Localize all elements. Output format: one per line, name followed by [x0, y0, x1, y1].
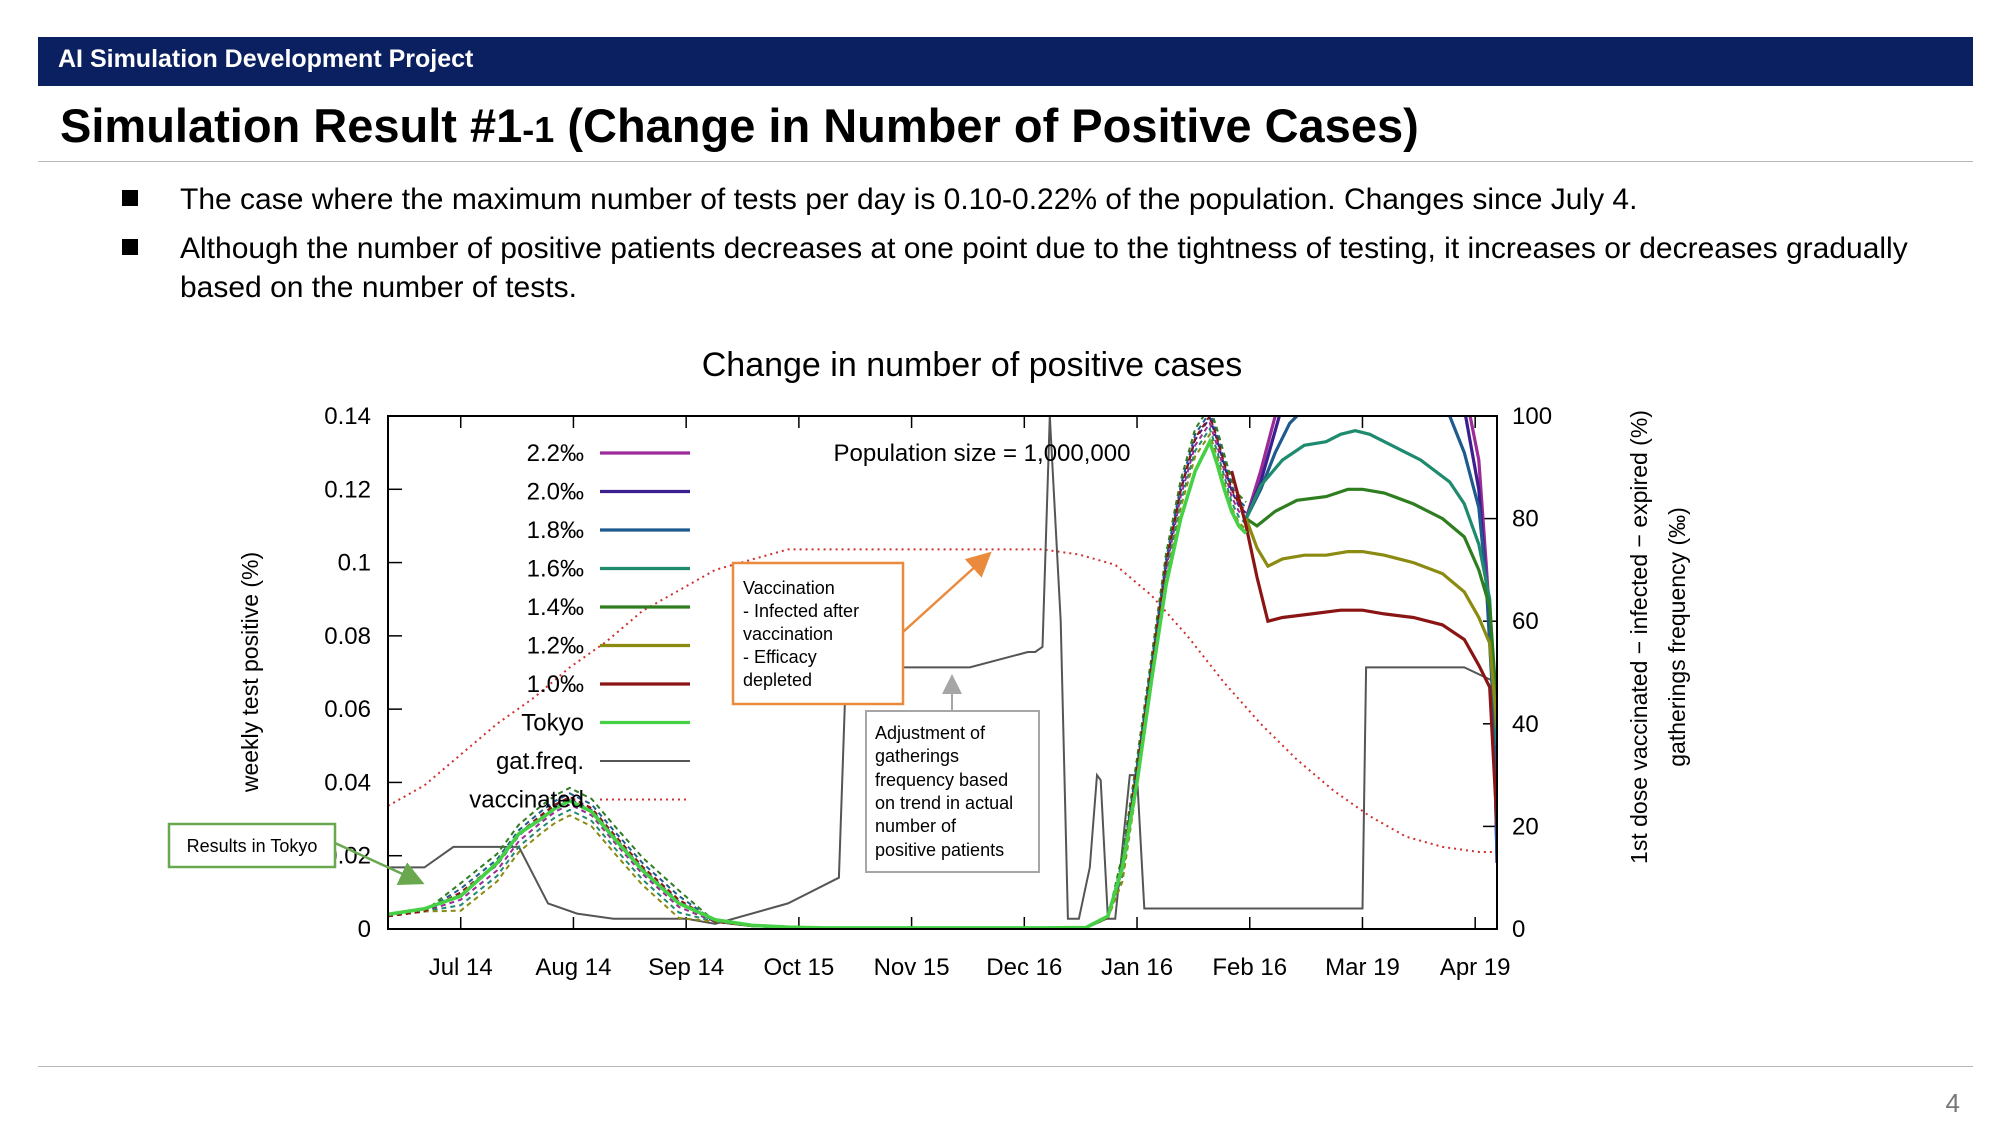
chart-title: Change in number of positive cases — [702, 346, 1243, 384]
y2-tick-label: 100 — [1512, 403, 1552, 430]
vaccination-annotation-box — [731, 561, 905, 706]
slide-title: Simulation Result #1-1 (Change in Number… — [60, 98, 1419, 153]
gatherings-line: positive patients — [875, 840, 1004, 860]
y2-tick-label: 0 — [1512, 916, 1525, 943]
bullet-list: The case where the maximum number of tes… — [118, 180, 1918, 317]
vaccination-line: Vaccination — [743, 578, 835, 598]
y-tick-label: 0.04 — [324, 769, 371, 796]
x-tick-label: Apr 19 — [1440, 954, 1511, 981]
legend-label: 1.4‰ — [527, 594, 584, 621]
bullet-item: Although the number of positive patients… — [118, 229, 1918, 307]
y2-tick-label: 40 — [1512, 711, 1539, 738]
bullet-text: The case where the maximum number of tes… — [180, 183, 1638, 216]
y2-tick-label: 80 — [1512, 506, 1539, 533]
legend-label: 2.0‰ — [527, 479, 584, 506]
legend-label: 1.6‰ — [527, 556, 584, 583]
series-line-1-6 — [1244, 429, 1497, 746]
gatherings-annotation-text: Adjustment of gatherings frequency based… — [875, 723, 1018, 860]
legend-label: 1.2‰ — [527, 633, 584, 660]
x-tick-label: Dec 16 — [986, 954, 1062, 981]
square-bullet-icon — [122, 239, 138, 255]
legend-label: 1.8‰ — [527, 517, 584, 544]
vaccination-annotation-text: Vaccination - Infected after vaccination… — [743, 578, 864, 690]
y-tick-label: 0.12 — [324, 476, 371, 503]
y-axis-label: weekly test positive (%) — [237, 552, 263, 793]
y-tick-label: 0.1 — [338, 550, 371, 577]
y2-axis-label-2: gatherings frequency (‰) — [1664, 507, 1690, 767]
series-line-2-2 — [1244, 416, 1277, 520]
y2-axis-label: 1st dose vaccinated − infected − expired… — [1626, 410, 1652, 864]
axis-ticks-layer: Jul 14 Aug 14 Sep 14 Oct 15 Nov 15 Dec 16 Jan … — [324, 403, 1552, 981]
tokyo-annotation-text: Results in Tokyo — [187, 836, 318, 856]
legend-label: gat.freq. — [496, 748, 584, 775]
x-tick-label: Jul 14 — [429, 954, 493, 981]
tokyo-annotation-box — [167, 822, 337, 869]
y-tick-label: 0.14 — [324, 403, 371, 430]
x-tick-label: Sep 14 — [648, 954, 724, 981]
vaccination-line: vaccination — [743, 624, 833, 644]
legend-label: 1.0‰ — [527, 671, 584, 698]
vaccination-line: - Infected after — [743, 601, 859, 621]
plot-frame — [387, 415, 1498, 930]
x-tick-label: Feb 16 — [1212, 954, 1287, 981]
gatherings-line: number of — [875, 816, 957, 836]
vaccination-arrow — [902, 551, 992, 633]
legend-label: 2.2‰ — [527, 440, 584, 467]
y-tick-label: 0 — [358, 916, 371, 943]
vaccination-line: - Efficacy — [743, 647, 817, 667]
x-tick-label: Mar 19 — [1325, 954, 1400, 981]
x-tick-label: Nov 15 — [874, 954, 950, 981]
series-line-1-4-shared — [388, 416, 1247, 929]
series-line-1-2 — [1244, 518, 1497, 728]
gatherings-line: frequency based — [875, 770, 1008, 790]
footer-divider — [38, 1066, 1973, 1067]
series-line-1-0 — [1230, 470, 1497, 827]
legend-label: vaccinated — [469, 787, 584, 814]
slide-title-suffix: -1 — [522, 109, 555, 150]
gat-freq-line — [388, 416, 1497, 925]
gatherings-line: on trend in actual — [875, 793, 1013, 813]
slide-title-rest: (Change in Number of Positive Cases) — [554, 99, 1419, 152]
gatherings-line: gatherings — [875, 746, 959, 766]
series-line-1-6-shared — [388, 426, 1247, 929]
title-divider — [38, 161, 1973, 162]
series-line-1-4 — [1245, 487, 1497, 710]
series-line-1-8 — [1244, 416, 1497, 856]
slide-title-main: Simulation Result #1 — [60, 99, 523, 152]
x-tick-label: Jan 16 — [1101, 954, 1173, 981]
bullet-text: Although the number of positive patients… — [180, 232, 1908, 304]
series-lines-layer — [388, 416, 1497, 929]
bullet-item: The case where the maximum number of tes… — [118, 180, 1918, 219]
tokyo-arrow — [334, 841, 425, 886]
gatherings-line: Adjustment of — [875, 723, 986, 743]
x-tick-label: Aug 14 — [535, 954, 611, 981]
y2-tick-label: 20 — [1512, 813, 1539, 840]
population-note: Population size = 1,000,000 — [834, 440, 1131, 467]
series-line-tokyo — [388, 436, 1248, 929]
y-tick-label: 0.08 — [324, 623, 371, 650]
square-bullet-icon — [122, 190, 138, 206]
y2-tick-label: 60 — [1512, 608, 1539, 635]
series-line-2-2-shared — [388, 421, 1247, 929]
vaccination-line: depleted — [743, 670, 812, 690]
page-number: 4 — [1945, 1088, 1960, 1118]
x-tick-label: Oct 15 — [764, 954, 835, 981]
legend-label: Tokyo — [521, 710, 584, 737]
legend: 2.2‰ 2.0‰ 1.8‰ 1.6‰ 1.4‰ 1.2‰ 1.0‰ Tokyo gat.fre… — [469, 440, 690, 814]
y-tick-label: 0.06 — [324, 696, 371, 723]
project-title: AI Simulation Development Project — [58, 45, 474, 73]
header-bar: AI Simulation Development Project — [38, 37, 1973, 86]
series-line-1-0-shared — [388, 416, 1247, 929]
